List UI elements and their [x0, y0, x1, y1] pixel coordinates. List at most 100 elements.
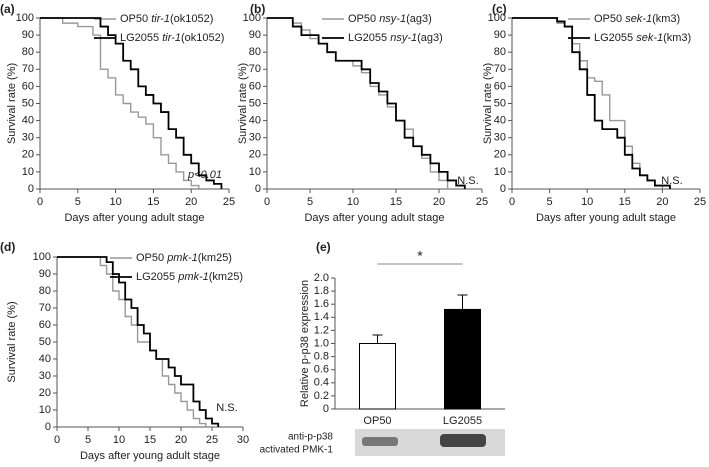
y-tick-label: 90 [494, 29, 506, 41]
y-tick-label: 90 [39, 268, 51, 280]
y-tick-label: 80 [494, 46, 506, 58]
y-tick-label: 10 [494, 166, 506, 178]
y-axis-title: Survival rate (%) [237, 63, 249, 144]
x-tick-label: 5 [307, 196, 313, 208]
error-bar [372, 334, 383, 344]
y-tick-label: 0 [28, 183, 34, 195]
y-tick-label: 50 [494, 97, 506, 109]
y-axis-title: Relative p-p38 expression [299, 280, 311, 407]
x-tick-label: OP50 [363, 415, 391, 427]
y-tick-label: 0.4 [314, 377, 329, 389]
blot-band [440, 434, 486, 447]
y-tick-label: 80 [249, 46, 261, 58]
x-tick-label: 15 [147, 196, 159, 208]
x-tick-label: 20 [656, 196, 668, 208]
legend-label: OP50 pmk-1(km25) [136, 252, 232, 264]
x-tick-label: 25 [476, 196, 488, 208]
x-tick-label: 15 [144, 434, 156, 446]
y-tick-label: 20 [249, 149, 261, 161]
annotation: p<0.01 [187, 169, 222, 181]
x-tick-label: 5 [85, 434, 91, 446]
y-tick-label: 50 [249, 97, 261, 109]
y-tick-label: 100 [243, 12, 261, 24]
panel-label: (d) [0, 240, 15, 254]
y-tick-label: 40 [494, 115, 506, 127]
legend-label: LG2055 pmk-1(km25) [136, 271, 243, 283]
legend-label: OP50 nsy-1(ag3) [348, 13, 432, 25]
y-tick-label: 30 [22, 132, 34, 144]
y-axis-title: Survival rate (%) [482, 63, 494, 144]
x-tick-label: 20 [433, 196, 445, 208]
x-tick-label: 0 [37, 196, 43, 208]
x-tick-label: 20 [185, 196, 197, 208]
blot-label: anti-p-p38 [288, 432, 333, 443]
x-axis-title: Days after young adult stage [80, 450, 220, 462]
y-tick-label: 60 [22, 80, 34, 92]
x-tick-label: 5 [547, 196, 553, 208]
survival-curve [40, 17, 223, 189]
survival-curve [267, 17, 449, 189]
x-tick-label: 10 [347, 196, 359, 208]
panel-label: (a) [0, 2, 15, 16]
y-axis-title: Survival rate (%) [6, 63, 18, 144]
y-tick-label: 60 [39, 319, 51, 331]
panel-label: (c) [492, 2, 507, 16]
y-tick-label: 50 [39, 336, 51, 348]
y-tick-label: 60 [249, 80, 261, 92]
panel-label: (e) [316, 240, 331, 254]
x-tick-label: 25 [206, 434, 218, 446]
survival-curve [57, 256, 220, 427]
y-tick-label: 80 [39, 285, 51, 297]
legend-label: LG2055 tir-1(ok1052) [120, 32, 224, 44]
panel-label: (b) [250, 2, 265, 16]
blot-band [362, 437, 398, 446]
y-tick-label: 1.2 [314, 324, 329, 336]
y-tick-label: 0 [255, 183, 261, 195]
y-tick-label: 40 [249, 115, 261, 127]
survival-curve [512, 17, 671, 189]
y-tick-label: 70 [22, 63, 34, 75]
y-tick-label: 1.6 [314, 298, 329, 310]
x-tick-label: 25 [694, 196, 706, 208]
legend-label: LG2055 sek-1(km3) [594, 32, 691, 44]
x-tick-label: 20 [175, 434, 187, 446]
y-tick-label: 0 [500, 183, 506, 195]
annotation: N.S. [457, 175, 478, 187]
survival-curve [40, 17, 200, 189]
x-tick-label: 0 [264, 196, 270, 208]
y-tick-label: 70 [494, 63, 506, 75]
y-tick-label: 30 [494, 132, 506, 144]
error-bar [457, 294, 468, 310]
y-tick-label: 0.8 [314, 351, 329, 363]
y-tick-label: 10 [39, 404, 51, 416]
y-tick-label: 80 [22, 46, 34, 58]
y-tick-label: 40 [22, 115, 34, 127]
y-tick-label: 0.2 [314, 390, 329, 402]
y-tick-label: 70 [249, 63, 261, 75]
legend-label: OP50 tir-1(ok1052) [120, 13, 213, 25]
y-tick-label: 1.0 [314, 337, 329, 349]
blot-label: activated PMK-1 [260, 445, 334, 456]
y-tick-label: 0 [323, 403, 329, 415]
x-tick-label: 25 [223, 196, 235, 208]
x-tick-label: 5 [75, 196, 81, 208]
y-tick-label: 1.4 [314, 311, 329, 323]
y-tick-label: 30 [249, 132, 261, 144]
y-tick-label: 10 [22, 166, 34, 178]
x-tick-label: 15 [390, 196, 402, 208]
y-tick-label: 70 [39, 302, 51, 314]
x-tick-label: 15 [619, 196, 631, 208]
annotation: N.S. [216, 402, 237, 414]
y-tick-label: 60 [494, 80, 506, 92]
y-tick-label: 10 [249, 166, 261, 178]
y-tick-label: 100 [33, 251, 51, 263]
x-tick-label: 10 [109, 196, 121, 208]
significance-mark: * [417, 248, 423, 264]
x-tick-label: 30 [237, 434, 249, 446]
y-tick-label: 1.8 [314, 285, 329, 297]
x-tick-label: LG2055 [443, 415, 482, 427]
y-tick-label: 0 [45, 421, 51, 433]
y-tick-label: 100 [488, 12, 506, 24]
y-tick-label: 0.6 [314, 364, 329, 376]
